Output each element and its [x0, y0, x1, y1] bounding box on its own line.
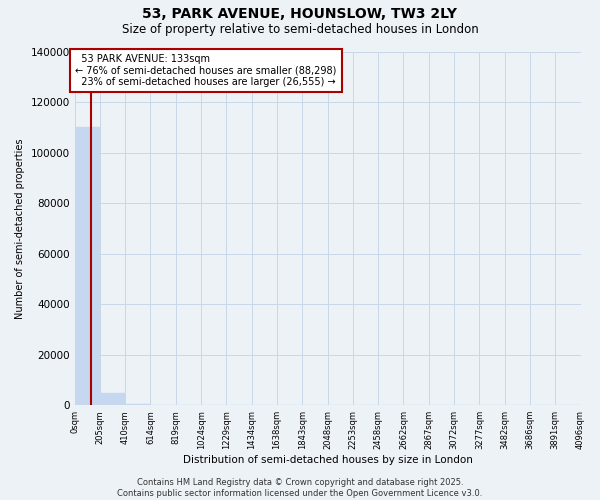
Y-axis label: Number of semi-detached properties: Number of semi-detached properties	[15, 138, 25, 318]
Bar	[74, 128, 100, 405]
X-axis label: Distribution of semi-detached houses by size in London: Distribution of semi-detached houses by …	[182, 455, 473, 465]
Text: Size of property relative to semi-detached houses in London: Size of property relative to semi-detach…	[122, 22, 478, 36]
Bar	[125, 404, 151, 405]
Text: Contains HM Land Registry data © Crown copyright and database right 2025.
Contai: Contains HM Land Registry data © Crown c…	[118, 478, 482, 498]
Bar	[100, 392, 125, 405]
Text: 53 PARK AVENUE: 133sqm
← 76% of semi-detached houses are smaller (88,298)
  23% : 53 PARK AVENUE: 133sqm ← 76% of semi-det…	[75, 54, 337, 87]
Text: 53, PARK AVENUE, HOUNSLOW, TW3 2LY: 53, PARK AVENUE, HOUNSLOW, TW3 2LY	[143, 8, 458, 22]
